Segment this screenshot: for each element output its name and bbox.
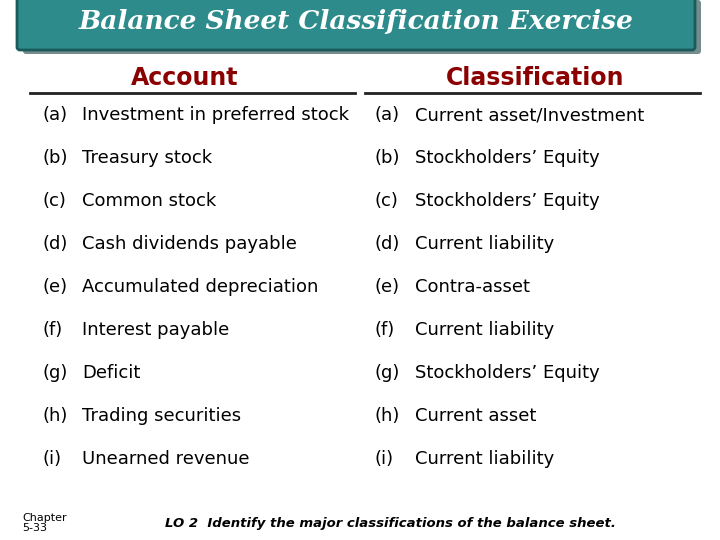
Text: Current liability: Current liability — [415, 321, 554, 339]
Text: (e): (e) — [42, 278, 67, 296]
Text: Treasury stock: Treasury stock — [82, 149, 212, 167]
FancyBboxPatch shape — [17, 0, 695, 50]
Text: (i): (i) — [42, 450, 61, 468]
Text: (e): (e) — [375, 278, 400, 296]
Text: Current asset/Investment: Current asset/Investment — [415, 106, 644, 124]
Text: (i): (i) — [375, 450, 394, 468]
Text: Stockholders’ Equity: Stockholders’ Equity — [415, 149, 600, 167]
Text: Current liability: Current liability — [415, 235, 554, 253]
Text: (d): (d) — [42, 235, 68, 253]
Text: Balance Sheet Classification Exercise: Balance Sheet Classification Exercise — [78, 9, 634, 33]
Text: Current asset: Current asset — [415, 407, 536, 425]
Text: (b): (b) — [375, 149, 400, 167]
Text: Account: Account — [131, 66, 239, 90]
Text: Contra-asset: Contra-asset — [415, 278, 530, 296]
Text: Unearned revenue: Unearned revenue — [82, 450, 250, 468]
Text: Stockholders’ Equity: Stockholders’ Equity — [415, 364, 600, 382]
Text: (b): (b) — [42, 149, 68, 167]
Text: Common stock: Common stock — [82, 192, 216, 210]
Text: (d): (d) — [375, 235, 400, 253]
Text: (g): (g) — [42, 364, 68, 382]
Text: (a): (a) — [42, 106, 67, 124]
Text: (g): (g) — [375, 364, 400, 382]
Text: (h): (h) — [375, 407, 400, 425]
Text: Chapter: Chapter — [22, 513, 67, 523]
Text: Trading securities: Trading securities — [82, 407, 241, 425]
Text: (h): (h) — [42, 407, 68, 425]
Text: LO 2  Identify the major classifications of the balance sheet.: LO 2 Identify the major classifications … — [165, 516, 616, 530]
Text: (c): (c) — [42, 192, 66, 210]
Text: (f): (f) — [42, 321, 62, 339]
Text: Classification: Classification — [446, 66, 624, 90]
Text: Interest payable: Interest payable — [82, 321, 229, 339]
Text: Cash dividends payable: Cash dividends payable — [82, 235, 297, 253]
Text: 5-33: 5-33 — [22, 523, 47, 533]
Text: Investment in preferred stock: Investment in preferred stock — [82, 106, 349, 124]
Text: Accumulated depreciation: Accumulated depreciation — [82, 278, 318, 296]
Text: (a): (a) — [375, 106, 400, 124]
FancyBboxPatch shape — [23, 0, 701, 54]
Text: Deficit: Deficit — [82, 364, 140, 382]
Text: Current liability: Current liability — [415, 450, 554, 468]
Text: Stockholders’ Equity: Stockholders’ Equity — [415, 192, 600, 210]
Text: (f): (f) — [375, 321, 395, 339]
Text: (c): (c) — [375, 192, 399, 210]
